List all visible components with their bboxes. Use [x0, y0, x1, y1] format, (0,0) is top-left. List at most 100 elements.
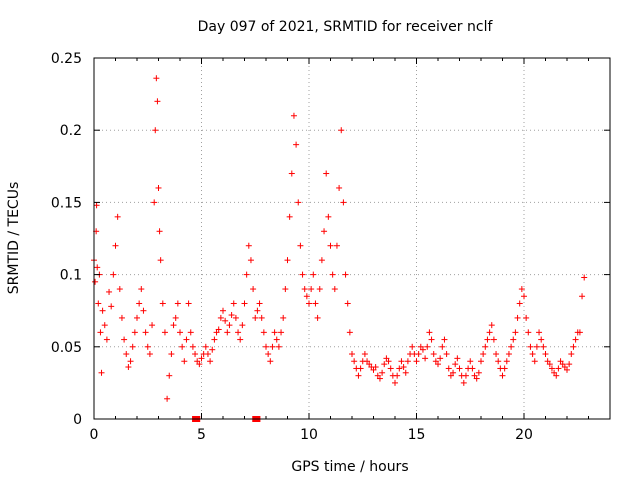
data-point	[263, 343, 269, 350]
x-tick-label: 15	[408, 427, 426, 443]
data-point	[170, 322, 177, 329]
data-point	[157, 257, 164, 264]
data-point	[196, 361, 203, 368]
data-point	[265, 351, 272, 358]
data-point	[209, 346, 216, 353]
data-point	[443, 351, 450, 358]
data-point	[338, 127, 345, 134]
data-point	[308, 286, 315, 293]
x-axis-label: GPS time / hours	[291, 459, 408, 475]
data-point	[164, 395, 171, 402]
data-point	[402, 369, 409, 376]
data-point	[538, 336, 545, 343]
data-point	[202, 343, 209, 350]
data-point	[271, 329, 278, 336]
data-point	[351, 358, 358, 365]
data-point	[349, 351, 355, 358]
data-point	[269, 343, 276, 350]
data-point	[245, 242, 252, 249]
data-point	[508, 343, 515, 350]
data-point	[566, 361, 573, 368]
data-point	[222, 317, 229, 324]
data-point	[286, 213, 293, 220]
data-point	[267, 358, 274, 365]
data-point	[460, 379, 467, 386]
data-point	[441, 336, 448, 343]
data-point	[232, 314, 239, 321]
data-point	[110, 271, 117, 278]
data-point	[189, 343, 196, 350]
y-tick-label: 0.15	[51, 195, 82, 211]
data-point	[224, 329, 231, 336]
data-point	[456, 365, 463, 372]
chart-title: Day 097 of 2021, SRMTID for receiver ncl…	[198, 19, 494, 35]
data-point	[121, 336, 128, 343]
y-tick-label: 0	[73, 412, 82, 428]
data-point	[235, 329, 242, 336]
data-point	[99, 307, 106, 314]
data-point	[553, 372, 560, 379]
data-point	[156, 228, 163, 235]
y-tick-label: 0.25	[51, 51, 82, 67]
data-point	[394, 372, 401, 379]
data-point	[475, 369, 482, 376]
data-point	[424, 343, 431, 350]
data-point	[177, 329, 183, 336]
data-point	[174, 300, 181, 307]
x-tick-labels: 0 5 10 15 20	[90, 427, 533, 443]
data-point	[346, 329, 353, 336]
data-point	[114, 213, 121, 220]
data-point	[531, 358, 538, 365]
data-point	[112, 242, 119, 249]
y-tick-label: 0.2	[60, 123, 82, 139]
data-point	[118, 314, 125, 321]
data-point	[187, 329, 194, 336]
data-point	[97, 329, 104, 336]
data-point	[521, 293, 527, 300]
data-point	[154, 98, 161, 105]
data-point	[381, 361, 388, 368]
data-point	[329, 271, 336, 278]
data-point	[123, 351, 130, 358]
data-point	[284, 257, 291, 264]
data-point	[321, 228, 328, 235]
data-point	[430, 351, 437, 358]
x-tick-label: 5	[197, 427, 206, 443]
data-point	[482, 343, 489, 350]
data-point	[230, 300, 237, 307]
data-point	[217, 314, 224, 321]
data-point	[94, 264, 101, 271]
data-point	[138, 286, 145, 293]
data-point	[282, 286, 289, 293]
data-point	[312, 300, 319, 307]
data-point	[243, 271, 250, 278]
data-point	[385, 358, 392, 365]
data-point	[140, 307, 147, 314]
data-point	[179, 343, 186, 350]
data-point	[454, 355, 461, 362]
data-point	[516, 300, 523, 307]
data-point	[480, 351, 487, 358]
data-point	[153, 75, 160, 82]
data-point	[293, 141, 300, 148]
data-point	[241, 300, 248, 307]
data-point	[103, 336, 110, 343]
data-point	[166, 372, 173, 379]
data-point	[501, 365, 508, 372]
data-point	[540, 343, 547, 350]
data-point	[523, 314, 530, 321]
data-point	[546, 361, 553, 368]
data-point	[152, 127, 159, 134]
data-point	[579, 293, 586, 300]
data-point	[542, 351, 549, 358]
data-point	[288, 170, 295, 177]
data-point	[237, 336, 244, 343]
data-point	[525, 329, 532, 336]
data-point	[372, 364, 379, 371]
data-point	[310, 271, 317, 278]
data-point	[426, 329, 433, 336]
data-point	[467, 358, 474, 365]
data-point	[570, 343, 577, 350]
data-point	[101, 322, 108, 329]
